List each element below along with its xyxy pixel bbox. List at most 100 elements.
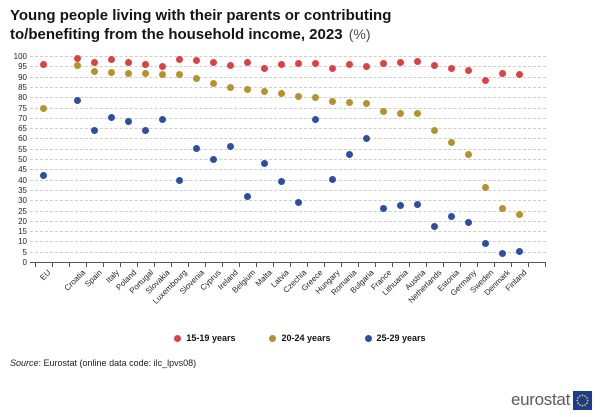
- data-point: [329, 97, 336, 105]
- data-point: [431, 126, 438, 134]
- data-point: [176, 177, 183, 185]
- data-point: [499, 250, 506, 258]
- y-tick-label: 30: [18, 196, 27, 206]
- data-point: [91, 126, 98, 134]
- data-point: [465, 66, 472, 74]
- x-tick: [69, 263, 70, 267]
- x-tick: [528, 263, 529, 267]
- data-point: [363, 134, 370, 142]
- x-tick: [494, 263, 495, 267]
- data-point: [91, 58, 98, 66]
- data-point: [193, 75, 200, 83]
- data-point: [142, 70, 149, 77]
- data-point: [227, 143, 234, 151]
- data-point: [380, 204, 387, 212]
- x-tick: [307, 263, 308, 267]
- x-tick: [443, 263, 444, 267]
- data-point: [210, 155, 217, 163]
- data-point: [176, 55, 183, 63]
- data-point: [397, 58, 404, 66]
- gridline: [30, 220, 546, 222]
- gridline: [30, 189, 546, 191]
- data-point: [448, 64, 455, 72]
- x-tick: [290, 263, 291, 267]
- x-tick: [426, 263, 427, 267]
- y-tick-label: 0: [22, 258, 27, 267]
- gridline: [30, 210, 546, 212]
- data-point: [125, 70, 132, 77]
- x-tick: [222, 263, 223, 267]
- data-point: [312, 59, 319, 67]
- x-tick: [120, 263, 121, 267]
- data-point: [159, 71, 166, 79]
- x-tick: [460, 263, 461, 267]
- country-label: Croatia: [62, 268, 87, 293]
- x-tick: [86, 263, 87, 267]
- x-tick: [256, 263, 257, 267]
- gridline: [30, 107, 546, 109]
- x-tick: [341, 263, 342, 267]
- data-point: [40, 60, 47, 68]
- y-tick-label: 25: [18, 206, 27, 216]
- data-point: [346, 98, 353, 106]
- data-point: [244, 86, 251, 94]
- x-tick: [477, 263, 478, 267]
- source-rest: : Eurostat (online data code: ilc_lpvs08…: [38, 358, 197, 368]
- gridline: [30, 117, 546, 119]
- data-point: [380, 59, 387, 67]
- source-word: Source: [10, 358, 39, 368]
- x-tick: [324, 263, 325, 267]
- data-point: [125, 58, 132, 66]
- y-tick-label: 90: [18, 72, 27, 82]
- data-point: [210, 58, 217, 66]
- data-point: [482, 184, 489, 192]
- data-point: [261, 87, 268, 95]
- data-point: [499, 70, 506, 77]
- data-point: [244, 58, 251, 66]
- data-point: [295, 59, 302, 67]
- data-point: [278, 89, 285, 97]
- gridline: [30, 148, 546, 150]
- x-tick: [239, 263, 240, 267]
- y-tick-label: 100: [13, 52, 27, 61]
- data-point: [193, 145, 200, 153]
- data-point: [142, 126, 149, 134]
- y-tick-label: 20: [18, 216, 27, 226]
- y-tick-label: 40: [18, 175, 27, 185]
- data-point: [482, 77, 489, 85]
- gridline: [30, 138, 546, 140]
- data-point: [312, 116, 319, 124]
- gridline: [30, 76, 546, 78]
- gridline: [30, 86, 546, 88]
- data-point: [74, 54, 81, 62]
- legend-item-20-24: 20-24 years: [269, 333, 331, 343]
- data-point: [414, 110, 421, 118]
- data-point: [176, 71, 183, 79]
- y-tick-label: 10: [18, 237, 27, 247]
- data-point: [108, 68, 115, 76]
- y-tick-label: 15: [18, 227, 27, 237]
- data-point: [397, 110, 404, 118]
- data-point: [91, 67, 98, 75]
- data-point: [363, 99, 370, 107]
- legend-label-25-29: 25-29 years: [376, 333, 426, 343]
- x-tick: [205, 263, 206, 267]
- data-point: [465, 219, 472, 227]
- gridline: [30, 200, 546, 202]
- x-tick: [375, 263, 376, 267]
- data-point: [295, 198, 302, 206]
- chart-title: Young people living with their parents o…: [10, 6, 585, 44]
- data-point: [74, 96, 81, 104]
- legend-item-25-29: 25-29 years: [364, 333, 426, 343]
- data-point: [40, 171, 47, 179]
- data-point: [431, 61, 438, 69]
- legend-label-20-24: 20-24 years: [281, 333, 331, 343]
- y-tick-label: 85: [18, 82, 27, 92]
- data-point: [227, 84, 234, 92]
- gridline: [30, 66, 546, 68]
- data-point: [516, 248, 523, 256]
- y-tick-label: 35: [18, 185, 27, 195]
- y-tick-label: 50: [18, 155, 27, 164]
- chart-title-line1: Young people living with their parents o…: [10, 7, 392, 24]
- data-point: [465, 151, 472, 159]
